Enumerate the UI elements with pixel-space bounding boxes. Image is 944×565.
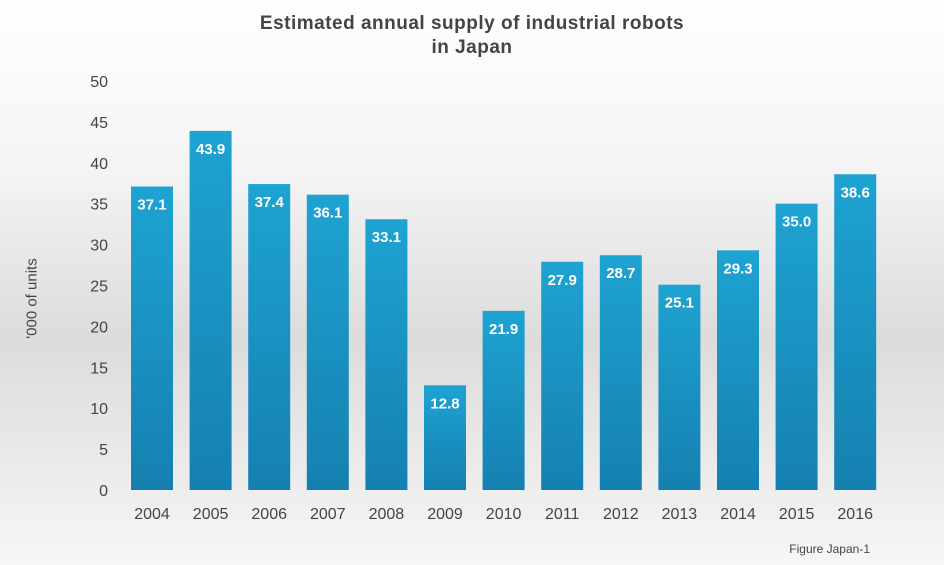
bar-2004 (131, 186, 173, 490)
data-label: 36.1 (313, 205, 342, 222)
bar-2005 (189, 130, 232, 490)
y-tick-label: 10 (90, 401, 108, 418)
data-label: 21.9 (489, 321, 518, 338)
x-tick-label: 2016 (837, 506, 873, 523)
data-label: 29.3 (723, 260, 752, 277)
chart-title: Estimated annual supply of industrial ro… (0, 12, 944, 60)
bar-2016 (834, 174, 877, 490)
x-tick-label: 2014 (720, 506, 756, 523)
data-label: 37.4 (255, 194, 285, 211)
x-tick-label: 2011 (545, 506, 580, 523)
y-tick-label: 35 (90, 197, 108, 214)
bar-2010 (482, 310, 525, 490)
chart-title-line2: in Japan (431, 37, 513, 58)
y-tick-label: 25 (90, 279, 108, 296)
data-label: 38.6 (841, 184, 870, 201)
x-tick-label: 2004 (134, 506, 170, 523)
data-label: 25.1 (665, 295, 694, 312)
x-tick-label: 2013 (662, 506, 698, 523)
data-label: 28.7 (606, 265, 635, 282)
x-tick-label: 2009 (427, 506, 463, 523)
x-tick-label: 2012 (603, 506, 639, 523)
x-tick-label: 2006 (251, 506, 287, 523)
figure-caption: Figure Japan-1 (789, 542, 870, 556)
y-tick-label: 0 (99, 483, 108, 500)
data-label: 33.1 (372, 229, 401, 246)
x-tick-label: 2005 (193, 506, 229, 523)
bar-2008 (365, 219, 408, 490)
data-label: 27.9 (548, 272, 577, 289)
bar-2011 (541, 261, 584, 490)
y-tick-label: 20 (90, 319, 108, 336)
bar-2015 (775, 203, 818, 490)
x-tick-label: 2008 (369, 506, 405, 523)
data-label: 12.8 (430, 395, 459, 412)
x-tick-label: 2007 (310, 506, 346, 523)
data-label: 43.9 (196, 141, 225, 158)
x-tick-label: 2015 (779, 506, 815, 523)
y-tick-label: 45 (90, 115, 108, 132)
y-tick-label: 15 (90, 360, 108, 377)
bar-2013 (658, 284, 701, 490)
data-label: 37.1 (137, 197, 166, 214)
bar-2009 (424, 385, 466, 490)
bar-2006 (248, 184, 291, 490)
bar-2012 (599, 255, 642, 490)
bar-2014 (717, 250, 759, 490)
y-tick-label: 50 (90, 74, 108, 91)
bar-2007 (306, 194, 349, 490)
data-label: 35.0 (782, 214, 811, 231)
x-tick-label: 2010 (486, 506, 522, 523)
y-tick-label: 5 (99, 442, 108, 459)
y-tick-label: 30 (90, 238, 108, 255)
y-tick-label: 40 (90, 156, 108, 173)
chart-title-line1: Estimated annual supply of industrial ro… (259, 13, 685, 34)
